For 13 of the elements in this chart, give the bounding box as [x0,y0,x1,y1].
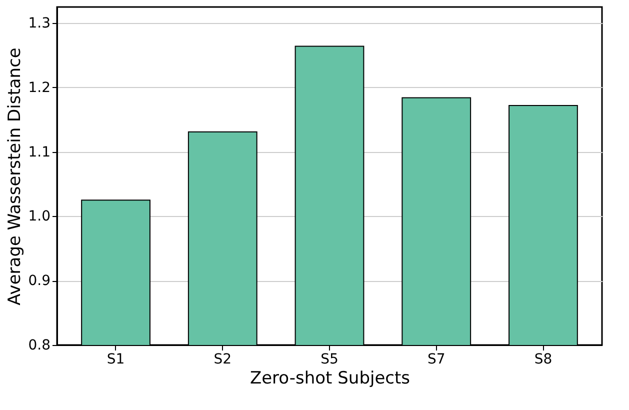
x-tick-label: S7 [427,352,446,368]
y-tick-label: 0.9 [28,273,50,290]
x-tick-label: S2 [214,352,232,368]
x-tick-label: S8 [534,352,552,368]
y-tick-label: 1.0 [28,208,50,225]
y-tick-label: 1.2 [28,80,50,96]
x-axis-title: Zero-shot Subjects [250,368,410,388]
x-tick-label: S5 [320,352,338,368]
x-tick-label: S1 [106,352,125,368]
y-tick-label: 1.1 [28,144,50,160]
y-tick-label: 0.8 [28,338,50,354]
y-tick-label: 1.3 [28,16,50,32]
y-axis-title: Average Wasserstein Distance [5,48,26,306]
